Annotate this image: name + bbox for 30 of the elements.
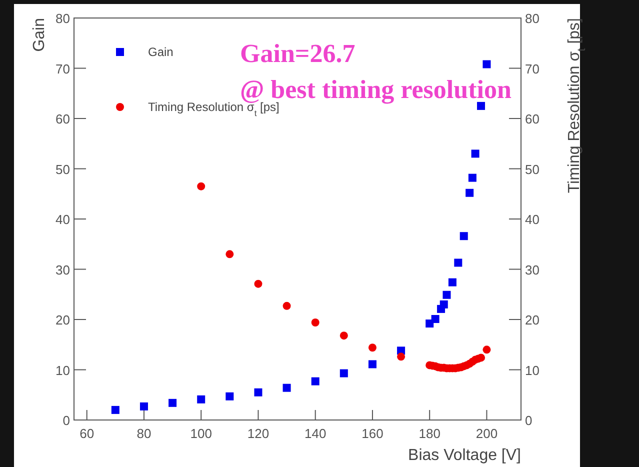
y-tick-label: 40 xyxy=(56,212,70,227)
y-tick-label: 50 xyxy=(56,162,70,177)
x-tick-label: 140 xyxy=(304,426,326,441)
y-tick-label: 80 xyxy=(56,11,70,26)
y2-tick-label: 60 xyxy=(525,112,540,126)
y2-tick-label: 80 xyxy=(525,11,540,26)
y2-tick-label: 40 xyxy=(525,212,540,227)
y-tick-label: 20 xyxy=(56,312,70,328)
x-tick-label: 180 xyxy=(418,426,440,441)
y-tick-label: 60 xyxy=(56,112,70,126)
y-tick-label: 70 xyxy=(56,61,70,76)
y2-tick-label: 10 xyxy=(525,362,540,378)
x-tick-label: 100 xyxy=(190,426,212,441)
y2-tick-label: 50 xyxy=(525,162,540,177)
annotation: Gain=26.7 xyxy=(240,39,356,68)
x-axis-title: Bias Voltage [V] xyxy=(408,447,521,464)
y-tick-label: 10 xyxy=(56,362,70,378)
y2-tick-label: 20 xyxy=(525,312,540,328)
y-tick-label: 0 xyxy=(62,413,70,428)
x-tick-label: 60 xyxy=(80,426,94,441)
y2-tick-label: 70 xyxy=(525,61,540,76)
y2-tick-label: 0 xyxy=(525,413,532,428)
x-tick-label: 80 xyxy=(136,426,152,441)
x-tick-label: 160 xyxy=(362,426,384,441)
x-tick-label: 120 xyxy=(247,426,270,441)
y-tick-label: 30 xyxy=(56,262,70,278)
legend-label: Gain xyxy=(148,45,174,59)
x-tick-label: 200 xyxy=(476,426,498,441)
y2-tick-label: 30 xyxy=(525,262,540,278)
y-axis-title: Gain xyxy=(31,18,48,52)
